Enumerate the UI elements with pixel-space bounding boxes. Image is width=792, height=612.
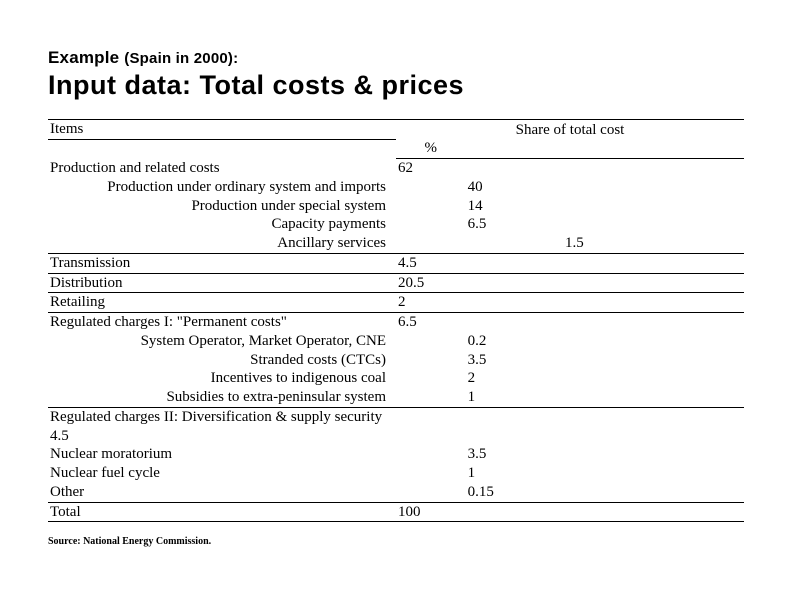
cell-label: Subsidies to extra-peninsular system <box>48 388 396 407</box>
cell-label: Capacity payments <box>48 215 396 234</box>
row-retailing: Retailing 2 <box>48 293 744 313</box>
row-reg1-cne: System Operator, Market Operator, CNE 0.… <box>48 332 744 351</box>
row-total: Total 100 <box>48 502 744 522</box>
cell-value: 6.5 <box>466 215 563 234</box>
cell-label: Stranded costs (CTCs) <box>48 351 396 370</box>
title-prefix: Example <box>48 48 119 67</box>
cell-value: 62 <box>396 159 466 178</box>
cell-label: Incentives to indigenous coal <box>48 369 396 388</box>
row-reg1-coal: Incentives to indigenous coal 2 <box>48 369 744 388</box>
cell-label: Production and related costs <box>48 159 396 178</box>
cell-value: 0.15 <box>466 483 563 502</box>
slide: Example (Spain in 2000): Input data: Tot… <box>0 0 792 547</box>
cell-value: 2 <box>396 293 466 313</box>
row-reg2-fuel: Nuclear fuel cycle 1 <box>48 464 744 483</box>
row-reg1: Regulated charges I: "Permanent costs" 6… <box>48 313 744 332</box>
cell-value: 1.5 <box>563 234 744 253</box>
row-distribution: Distribution 20.5 <box>48 273 744 293</box>
row-reg2-moratorium: Nuclear moratorium 3.5 <box>48 445 744 464</box>
cell-value: 1 <box>466 388 563 407</box>
title-paren: (Spain in 2000): <box>124 50 238 67</box>
cell-label: Total <box>48 502 396 522</box>
row-reg1-stranded: Stranded costs (CTCs) 3.5 <box>48 351 744 370</box>
cell-label: Nuclear fuel cycle <box>48 464 396 483</box>
cell-value: 3.5 <box>466 445 563 464</box>
cell-label: System Operator, Market Operator, CNE <box>48 332 396 351</box>
hdr-share: Share of total cost <box>396 120 744 139</box>
row-reg1-subsidies: Subsidies to extra-peninsular system 1 <box>48 388 744 407</box>
cell-value: 2 <box>466 369 563 388</box>
cell-label: Ancillary services <box>48 234 396 253</box>
row-production: Production and related costs 62 <box>48 159 744 178</box>
row-prod-capacity: Capacity payments 6.5 <box>48 215 744 234</box>
hdr-items: Items <box>48 120 396 139</box>
title-line-2: Input data: Total costs & prices <box>48 70 744 101</box>
row-reg2: Regulated charges II: Diversification & … <box>48 407 744 445</box>
hdr-pct: % <box>396 139 466 158</box>
cell-label: Regulated charges I: "Permanent costs" <box>48 313 396 332</box>
cost-table: Items Share of total cost % Production a… <box>48 119 744 522</box>
cell-value: 6.5 <box>396 313 466 332</box>
cell-value: 40 <box>466 178 563 197</box>
cell-value: 3.5 <box>466 351 563 370</box>
cell-value: 0.2 <box>466 332 563 351</box>
cell-label: Other <box>48 483 396 502</box>
row-prod-ordinary: Production under ordinary system and imp… <box>48 178 744 197</box>
cell-label: Regulated charges II: Diversification & … <box>48 407 396 445</box>
cell-label: Production under ordinary system and imp… <box>48 178 396 197</box>
cell-label: Transmission <box>48 253 396 273</box>
title-block: Example (Spain in 2000): Input data: Tot… <box>48 48 744 101</box>
cell-value-inline: 4.5 <box>50 428 69 444</box>
row-prod-ancillary: Ancillary services 1.5 <box>48 234 744 253</box>
title-line-1: Example (Spain in 2000): <box>48 48 744 68</box>
source-note: Source: National Energy Commission. <box>48 536 744 547</box>
cell-label: Distribution <box>48 273 396 293</box>
table-header-pct: % <box>48 139 744 158</box>
cell-label: Nuclear moratorium <box>48 445 396 464</box>
cell-label: Production under special system <box>48 197 396 216</box>
row-prod-special: Production under special system 14 <box>48 197 744 216</box>
cell-label: Retailing <box>48 293 396 313</box>
row-transmission: Transmission 4.5 <box>48 253 744 273</box>
cell-value: 1 <box>466 464 563 483</box>
cell-value: 14 <box>466 197 563 216</box>
row-reg2-other: Other 0.15 <box>48 483 744 502</box>
cell-value: 4.5 <box>396 253 466 273</box>
cell-value: 20.5 <box>396 273 466 293</box>
table-header-row: Items Share of total cost <box>48 120 744 139</box>
cell-value: 100 <box>396 502 466 522</box>
